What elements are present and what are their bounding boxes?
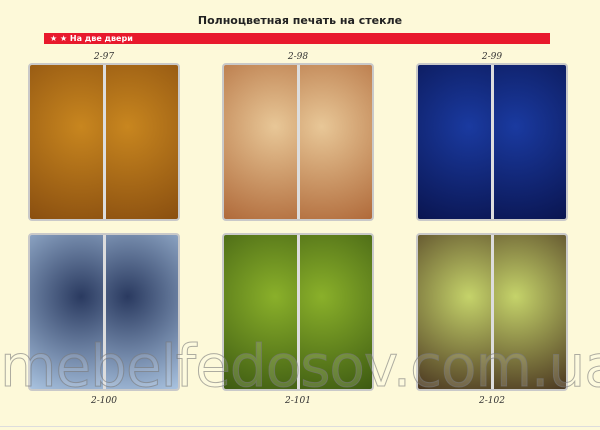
- door-print-panel[interactable]: [416, 63, 568, 221]
- door-print-panel[interactable]: [28, 63, 180, 221]
- door-image: [224, 65, 297, 219]
- page-title: Полноцветная печать на стекле: [197, 14, 403, 27]
- door-image: [493, 235, 566, 389]
- door-image: [299, 65, 372, 219]
- door-print-panel[interactable]: [222, 233, 374, 391]
- product-code: 2-99: [481, 52, 503, 62]
- product-code: 2-100: [91, 396, 117, 406]
- product-code: 2-102: [479, 396, 505, 406]
- section-banner: ★ ★ На две двери: [44, 33, 550, 44]
- product-code: 2-98: [287, 52, 309, 62]
- product-code: 2-97: [93, 52, 115, 62]
- door-image: [30, 235, 103, 389]
- door-image: [105, 235, 178, 389]
- door-image: [105, 65, 178, 219]
- door-image: [30, 65, 103, 219]
- product-code: 2-101: [285, 396, 311, 406]
- divider: [0, 426, 600, 427]
- door-image: [493, 65, 566, 219]
- door-print-panel[interactable]: [28, 233, 180, 391]
- door-print-panel[interactable]: [222, 63, 374, 221]
- door-image: [299, 235, 372, 389]
- door-print-panel[interactable]: [416, 233, 568, 391]
- door-image: [224, 235, 297, 389]
- door-image: [418, 235, 491, 389]
- door-image: [418, 65, 491, 219]
